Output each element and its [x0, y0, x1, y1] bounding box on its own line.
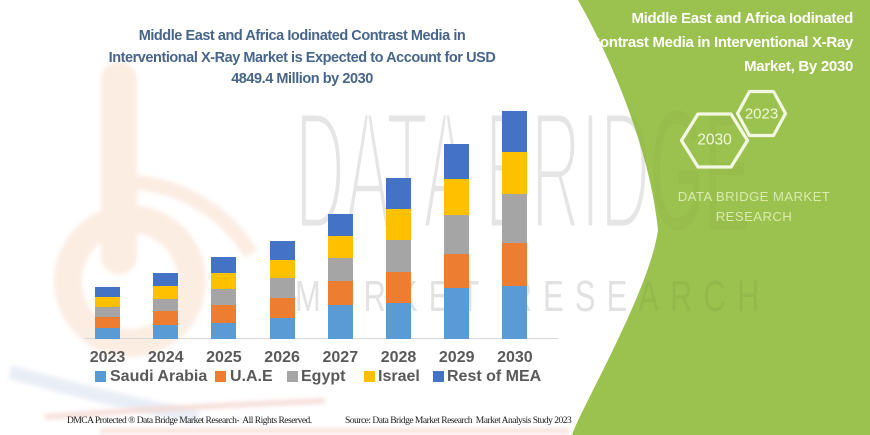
svg-text:2023: 2023 — [745, 106, 778, 123]
svg-text:2030: 2030 — [697, 132, 732, 149]
